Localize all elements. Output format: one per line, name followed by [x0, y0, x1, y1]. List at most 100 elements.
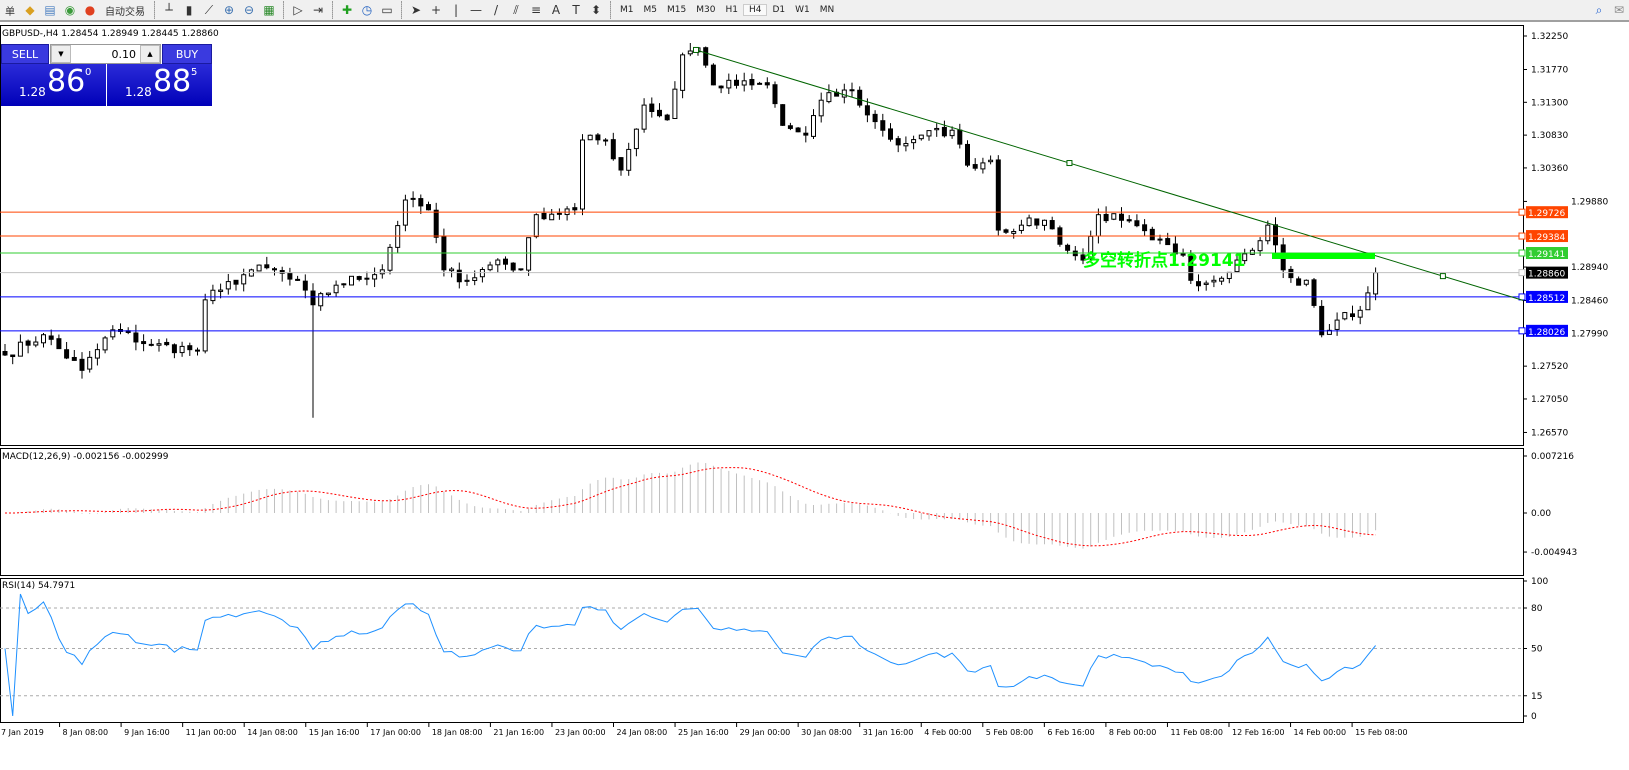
- cursor-icon[interactable]: ➤: [410, 3, 422, 17]
- timeframe-h1[interactable]: H1: [725, 5, 738, 15]
- price-level-label: 1.28026: [1528, 328, 1565, 338]
- candle: [1172, 235, 1178, 261]
- price-level-label: 1.29726: [1528, 209, 1565, 219]
- candle: [1111, 213, 1117, 221]
- horizontal-line-icon[interactable]: —: [470, 3, 482, 17]
- price-level-badge: [1526, 230, 1568, 243]
- chart-shift-icon[interactable]: ⇥: [312, 3, 324, 17]
- candle: [533, 213, 539, 239]
- timeframe-mn[interactable]: MN: [819, 5, 835, 15]
- candle: [772, 81, 778, 108]
- candle: [1296, 276, 1302, 286]
- lot-decrease-button[interactable]: ▼: [51, 45, 71, 63]
- candle: [341, 283, 347, 288]
- candle: [2, 344, 8, 356]
- bar-chart-icon[interactable]: ┴: [165, 3, 173, 17]
- lot-size-input[interactable]: 0.10: [111, 47, 137, 61]
- candle: [849, 82, 855, 98]
- time-tick-label: 23 Jan 00:00: [555, 728, 606, 737]
- line-chart-icon[interactable]: ⟋: [204, 2, 214, 17]
- candle: [764, 77, 770, 89]
- templates-icon[interactable]: ▭: [381, 3, 393, 17]
- candle: [587, 134, 593, 141]
- timeframe-w1[interactable]: W1: [795, 5, 810, 15]
- autoscroll-icon[interactable]: ▷: [293, 3, 303, 17]
- candle: [526, 237, 532, 276]
- autotrading-button[interactable]: 自动交易: [105, 6, 145, 18]
- level-handle[interactable]: [1518, 208, 1526, 216]
- candle: [64, 342, 70, 360]
- trendline-handle[interactable]: [1439, 273, 1446, 280]
- text-icon[interactable]: A: [551, 3, 561, 17]
- candle: [79, 352, 85, 379]
- timeframe-m15[interactable]: M15: [667, 5, 687, 15]
- candle: [171, 343, 177, 359]
- tile-windows-icon[interactable]: ▦: [263, 3, 275, 17]
- fibonacci-icon[interactable]: ≡: [530, 3, 542, 17]
- buy-price-button[interactable]: 1.28 88 5: [107, 64, 212, 106]
- vertical-line-icon[interactable]: |: [453, 3, 459, 17]
- timeframe-m30[interactable]: M30: [696, 5, 716, 15]
- arrows-icon[interactable]: ⬍: [590, 3, 602, 17]
- candle: [1142, 219, 1148, 236]
- expert-icon[interactable]: ◆: [25, 3, 35, 17]
- timeframe-m1[interactable]: M1: [620, 5, 634, 15]
- indicators-icon[interactable]: ✚: [341, 3, 353, 17]
- candle: [1357, 305, 1363, 325]
- market-watch-icon[interactable]: ▤: [44, 3, 56, 17]
- candle: [156, 339, 162, 352]
- chat-icon[interactable]: ✉: [1613, 3, 1625, 17]
- candle: [1196, 274, 1201, 292]
- lot-size-stepper[interactable]: ▼ 0.10 ▲: [50, 44, 161, 64]
- lot-increase-button[interactable]: ▲: [140, 45, 160, 63]
- time-tick-label: 18 Jan 08:00: [432, 728, 483, 737]
- level-handle[interactable]: [1518, 232, 1526, 240]
- rsi-tick-label: 100: [1531, 577, 1548, 587]
- level-handle[interactable]: [1518, 327, 1526, 335]
- equidistant-channel-icon[interactable]: ⫽: [513, 2, 519, 17]
- candle: [703, 46, 709, 68]
- trendline[interactable]: [695, 49, 1524, 301]
- candle: [10, 354, 16, 365]
- text-label-icon[interactable]: T: [572, 3, 580, 17]
- candle: [418, 194, 424, 214]
- periods-icon[interactable]: ◷: [361, 3, 373, 17]
- price-level-label: 1.29141: [1528, 250, 1565, 260]
- crosshair-icon[interactable]: +: [430, 3, 442, 17]
- candle: [1042, 219, 1047, 231]
- chart-canvas[interactable]: 1.32250 1.31770 1.31300 1.30830 1.30360 1.298…: [0, 24, 1629, 770]
- candle: [48, 329, 54, 346]
- timeframe-d1[interactable]: D1: [772, 5, 786, 15]
- macd-panel: [0, 448, 1524, 576]
- one-click-trading-panel: SELL ▼ 0.10 ▲ BUY 1.28 86 0 1.28 88 5: [1, 44, 212, 106]
- sell-button[interactable]: SELL: [1, 44, 49, 64]
- rsi-label: RSI(14) 54.7971: [2, 581, 76, 591]
- candle: [503, 256, 508, 270]
- trendline-handle[interactable]: [693, 46, 699, 53]
- candle: [1350, 305, 1355, 321]
- sell-price-button[interactable]: 1.28 86 0: [1, 64, 106, 106]
- level-handle[interactable]: [1518, 269, 1526, 277]
- candle: [349, 275, 354, 286]
- toolbar-separator: [401, 1, 402, 19]
- zoom-out-icon[interactable]: ⊖: [243, 3, 255, 17]
- trendline-icon[interactable]: /: [493, 3, 499, 17]
- trendline-handle[interactable]: [1066, 160, 1073, 167]
- timeframe-h4[interactable]: H4: [742, 4, 768, 16]
- search-icon[interactable]: ⌕: [1595, 2, 1603, 17]
- candle: [464, 274, 470, 286]
- autotrading-icon[interactable]: ●: [84, 3, 96, 17]
- macd-tick-label: -0.004943: [1531, 548, 1577, 558]
- level-handle[interactable]: [1518, 249, 1526, 257]
- signals-icon[interactable]: ◉: [64, 3, 76, 17]
- candle: [387, 243, 393, 275]
- candle: [657, 103, 662, 118]
- candle: [811, 109, 816, 140]
- buy-button[interactable]: BUY: [162, 44, 212, 64]
- timeframe-m5[interactable]: M5: [643, 5, 658, 15]
- rsi-tick-label: 0: [1531, 712, 1537, 722]
- candlestick-icon[interactable]: ▮: [185, 3, 193, 17]
- candle: [641, 98, 647, 133]
- candle: [426, 201, 431, 211]
- zoom-in-icon[interactable]: ⊕: [223, 3, 235, 17]
